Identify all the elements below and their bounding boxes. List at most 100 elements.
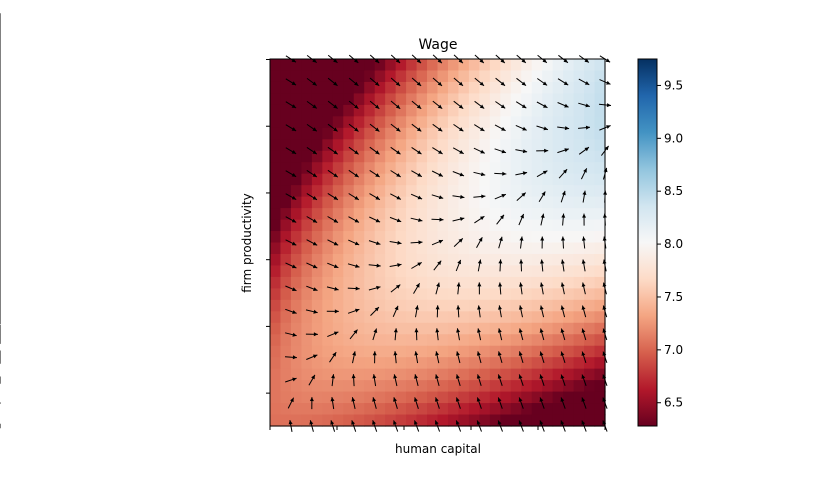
- heatmap-cell: [427, 392, 438, 404]
- heatmap-cell: [511, 369, 522, 381]
- heatmap-cell: [458, 380, 469, 392]
- heatmap-cell: [469, 265, 480, 277]
- heatmap-cell: [458, 197, 469, 209]
- heatmap-cell: [448, 403, 459, 415]
- heatmap-cell: [542, 265, 553, 277]
- heatmap-cell: [343, 369, 354, 381]
- heatmap-cell: [490, 265, 501, 277]
- heatmap-cell: [532, 311, 543, 323]
- heatmap-cell: [574, 323, 585, 335]
- heatmap-cell: [500, 334, 511, 346]
- heatmap-cell: [500, 403, 511, 415]
- colorbar-tick-label: 7.5: [664, 290, 683, 304]
- heatmap-cell: [563, 93, 574, 105]
- heatmap-cell: [500, 93, 511, 105]
- heatmap-cell: [574, 82, 585, 94]
- heatmap-cell: [280, 220, 291, 232]
- heatmap-cell: [343, 346, 354, 358]
- heatmap-cell: [511, 311, 522, 323]
- heatmap-cell: [396, 323, 407, 335]
- heatmap-cell: [532, 174, 543, 186]
- heatmap-cell: [375, 311, 386, 323]
- heatmap-cell: [542, 93, 553, 105]
- heatmap-cell: [574, 243, 585, 255]
- heatmap-cell: [595, 369, 606, 381]
- heatmap-cell: [333, 403, 344, 415]
- heatmap-cell: [532, 415, 543, 427]
- heatmap-cell: [584, 220, 595, 232]
- heatmap-cell: [479, 139, 490, 151]
- heatmap-cell: [375, 265, 386, 277]
- heatmap-cell: [438, 311, 449, 323]
- heatmap-cell: [270, 311, 281, 323]
- heatmap-cell: [354, 415, 365, 427]
- heatmap-cell: [301, 59, 312, 71]
- heatmap-cell: [375, 162, 386, 174]
- heatmap-cell: [542, 243, 553, 255]
- heatmap-cell: [354, 162, 365, 174]
- heatmap-cell: [574, 197, 585, 209]
- heatmap-cell: [469, 220, 480, 232]
- heatmap-cell: [553, 323, 564, 335]
- heatmap-cell: [417, 116, 428, 128]
- heatmap-cell: [396, 208, 407, 220]
- heatmap-cell: [490, 243, 501, 255]
- heatmap-cell: [291, 346, 302, 358]
- heatmap-cell: [375, 288, 386, 300]
- heatmap-cell: [280, 369, 291, 381]
- heatmap-cell: [280, 243, 291, 255]
- heatmap-cell: [438, 162, 449, 174]
- heatmap-cell: [343, 380, 354, 392]
- heatmap-cell: [574, 208, 585, 220]
- heatmap-cell: [301, 231, 312, 243]
- heatmap-cell: [553, 59, 564, 71]
- heatmap-cell: [417, 277, 428, 289]
- heatmap-cell: [312, 116, 323, 128]
- heatmap-cell: [322, 151, 333, 163]
- heatmap-cell: [270, 151, 281, 163]
- heatmap-cell: [553, 93, 564, 105]
- heatmap-cell: [364, 415, 375, 427]
- heatmap-cell: [343, 231, 354, 243]
- heatmap-cell: [448, 254, 459, 266]
- heatmap-cell: [563, 139, 574, 151]
- heatmap-cell: [354, 403, 365, 415]
- heatmap-cell: [343, 265, 354, 277]
- heatmap-cell: [270, 139, 281, 151]
- heatmap-cell: [595, 346, 606, 358]
- heatmap-cell: [270, 185, 281, 197]
- heatmap-cell: [553, 311, 564, 323]
- heatmap-cell: [438, 380, 449, 392]
- heatmap-cell: [448, 288, 459, 300]
- heatmap-cell: [291, 254, 302, 266]
- heatmap-cell: [385, 105, 396, 117]
- heatmap-cell: [396, 334, 407, 346]
- heatmap-cell: [280, 254, 291, 266]
- heatmap-cell: [469, 334, 480, 346]
- heatmap-cell: [438, 300, 449, 312]
- y-axis-label: firm productivity: [240, 193, 254, 293]
- heatmap-cell: [521, 116, 532, 128]
- heatmap-cell: [343, 415, 354, 427]
- heatmap-cell: [291, 403, 302, 415]
- heatmap-cell: [448, 197, 459, 209]
- heatmap-cell: [479, 265, 490, 277]
- heatmap-cell: [417, 185, 428, 197]
- heatmap-cell: [479, 300, 490, 312]
- heatmap-cell: [521, 357, 532, 369]
- heatmap-cell: [553, 380, 564, 392]
- heatmap-cell: [532, 162, 543, 174]
- heatmap-cell: [406, 151, 417, 163]
- heatmap-cell: [322, 288, 333, 300]
- heatmap-cell: [574, 162, 585, 174]
- heatmap-cell: [511, 185, 522, 197]
- heatmap-cell: [270, 415, 281, 427]
- heatmap-cell: [500, 208, 511, 220]
- heatmap-cell: [595, 243, 606, 255]
- heatmap-cell: [511, 346, 522, 358]
- heatmap-cell: [479, 243, 490, 255]
- heatmap-cell: [469, 311, 480, 323]
- heatmap-cell: [280, 277, 291, 289]
- heatmap-cell: [385, 277, 396, 289]
